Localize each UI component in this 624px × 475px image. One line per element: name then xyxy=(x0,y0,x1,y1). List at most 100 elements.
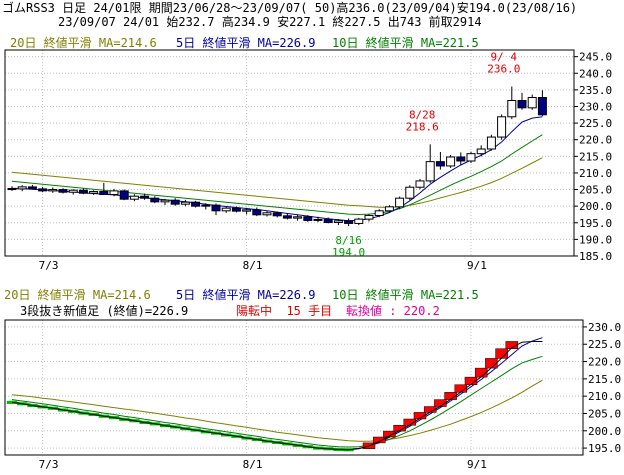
bottom-legend-ma10: 10日 終値平滑 MA=221.5 xyxy=(332,288,479,302)
bottom-plot-frame xyxy=(4,319,584,456)
candle-up xyxy=(262,212,272,216)
bottom-x-label-9/1: 9/1 xyxy=(467,458,487,471)
bottom-y-label-230.0: 230.0 xyxy=(588,321,621,334)
candle-down xyxy=(38,188,48,192)
candle-down xyxy=(252,209,262,216)
top-y-label-230.0: 230.0 xyxy=(579,100,612,113)
candle-down xyxy=(435,161,445,167)
candle-up xyxy=(89,191,99,194)
top-x-label-9/1: 9/1 xyxy=(467,259,487,272)
candle-up xyxy=(395,197,405,208)
candle-up xyxy=(425,161,435,182)
top-annotation-8-28: 8/28 xyxy=(409,108,436,121)
candle-up xyxy=(109,190,119,196)
candle-down xyxy=(58,189,68,193)
candle-down xyxy=(303,216,313,221)
candle-down xyxy=(78,189,88,194)
top-annotation-218-6: 218.6 xyxy=(406,120,439,133)
bottom-y-label-195.0: 195.0 xyxy=(588,442,621,455)
top-y-label-240.0: 240.0 xyxy=(579,67,612,80)
chart-header-line1: ゴムRSS3 日足 24/01限 期間23/06/28～23/09/07( 50… xyxy=(2,1,578,15)
candle-up xyxy=(48,189,58,192)
bottom-ma20-line xyxy=(11,379,543,442)
bottom-y-label-200.0: 200.0 xyxy=(588,425,621,438)
candle-down xyxy=(150,197,160,203)
top-y-label-200.0: 200.0 xyxy=(579,200,612,213)
chart-header-line2: 23/09/07 24/01 始232.7 高234.9 安227.1 終227… xyxy=(58,15,482,29)
candle-up xyxy=(374,210,384,216)
bottom-y-label-220.0: 220.0 xyxy=(588,356,621,369)
bottom-x-label-7/3: 7/3 xyxy=(39,458,59,471)
candle-up xyxy=(507,100,517,118)
top-ma10-line xyxy=(11,134,543,216)
candle-up xyxy=(293,216,303,219)
candle-up xyxy=(160,199,170,203)
tlb-close-line xyxy=(11,341,543,451)
candle-up xyxy=(201,204,211,207)
bottom-legend-ma20: 20日 終値平滑 MA=214.6 xyxy=(4,288,151,302)
candle-up xyxy=(333,220,343,223)
candle-up xyxy=(415,180,425,188)
candle-up xyxy=(466,153,476,162)
candle-up xyxy=(476,148,486,155)
candle-down xyxy=(27,186,37,190)
candle-down xyxy=(99,191,109,196)
top-x-label-8/1: 8/1 xyxy=(243,259,263,272)
candle-down xyxy=(191,201,201,207)
candle-up xyxy=(497,116,507,138)
tlb-up-brick xyxy=(505,341,519,349)
top-ma20-line xyxy=(11,157,543,209)
top-y-label-220.0: 220.0 xyxy=(579,134,612,147)
candle-down xyxy=(282,215,292,219)
candle-down xyxy=(456,156,466,162)
top-y-label-245.0: 245.0 xyxy=(579,51,612,64)
top-plot-frame xyxy=(4,49,575,257)
top-annotation-236-0: 236.0 xyxy=(487,63,520,76)
tlb-up-brick xyxy=(393,424,406,432)
candle-down xyxy=(517,100,527,109)
candle-up xyxy=(221,207,231,212)
candle-up xyxy=(486,136,496,150)
candle-down xyxy=(119,190,129,200)
bottom-x-label-8/1: 8/1 xyxy=(243,458,263,471)
tlb-up-brick xyxy=(413,412,427,420)
top-y-label-195.0: 195.0 xyxy=(579,217,612,230)
three-line-break-turn: 転換値 : 220.2 xyxy=(346,304,440,318)
bottom-y-label-205.0: 205.0 xyxy=(588,407,621,420)
top-ma5-line xyxy=(11,116,543,222)
candle-down xyxy=(344,220,354,224)
candle-down xyxy=(170,199,180,205)
bottom-y-label-225.0: 225.0 xyxy=(588,338,621,351)
candle-up xyxy=(313,218,323,221)
candle-up xyxy=(446,156,456,167)
candle-down xyxy=(140,195,150,199)
candle-up xyxy=(242,209,252,212)
three-line-break-status: 陽転中 15 手目 xyxy=(236,304,333,318)
bottom-y-label-210.0: 210.0 xyxy=(588,390,621,403)
top-y-label-215.0: 215.0 xyxy=(579,150,612,163)
top-annotation-8-16: 8/16 xyxy=(335,234,362,247)
candle-down xyxy=(323,218,333,223)
candle-down xyxy=(272,212,282,217)
bottom-y-label-215.0: 215.0 xyxy=(588,373,621,386)
tlb-down-brick xyxy=(6,400,18,404)
top-y-label-185.0: 185.0 xyxy=(579,250,612,263)
top-legend-ma10: 10日 終値平滑 MA=221.5 xyxy=(332,36,479,50)
top-y-label-190.0: 190.0 xyxy=(579,233,612,246)
top-y-label-235.0: 235.0 xyxy=(579,84,612,97)
top-y-label-210.0: 210.0 xyxy=(579,167,612,180)
candle-up xyxy=(68,189,78,193)
top-annotation-9--4: 9/ 4 xyxy=(491,51,518,64)
candle-up xyxy=(405,186,415,199)
three-line-break-label: 3段抜き新値足 (終値)=226.9 xyxy=(20,304,189,318)
candle-down xyxy=(537,97,547,116)
top-x-label-7/3: 7/3 xyxy=(39,259,59,272)
candle-up xyxy=(364,214,374,220)
candle-up xyxy=(384,206,394,212)
candle-up xyxy=(129,195,139,200)
candle-up xyxy=(180,201,190,205)
candle-up xyxy=(354,218,364,224)
tlb-up-brick xyxy=(372,436,386,444)
top-annotation-194-0: 194.0 xyxy=(332,246,365,259)
